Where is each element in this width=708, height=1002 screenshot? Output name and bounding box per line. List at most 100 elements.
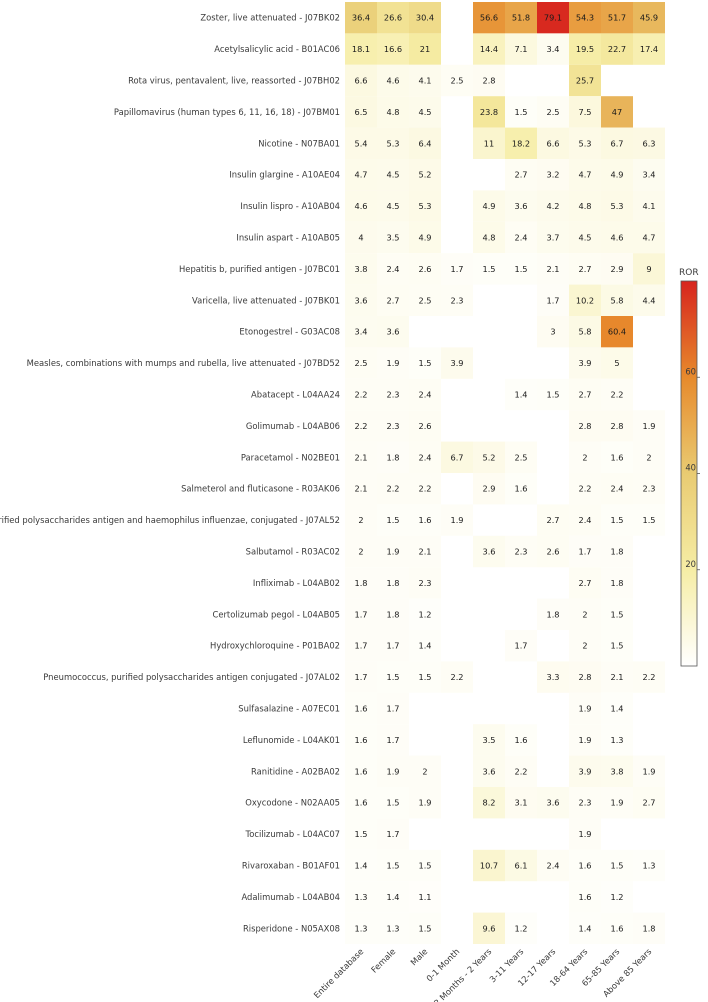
heatmap-cell [377, 755, 409, 787]
cell-value-label: 17.4 [640, 44, 658, 54]
cell-value-label: 1.9 [642, 766, 655, 776]
cell-value-label: 1.4 [418, 641, 431, 651]
heatmap-cell [505, 190, 537, 222]
row-label: Sulfasalazine - A07EC01 [238, 704, 340, 714]
heatmap-cell [569, 159, 601, 191]
cell-value-label: 2 [582, 452, 587, 462]
row-label: Papillomavirus (human types 6, 11, 16, 1… [114, 107, 340, 117]
heatmap-cell [409, 64, 441, 97]
heatmap-cell [569, 221, 601, 254]
cell-value-label: 2.1 [418, 547, 431, 557]
heatmap-cell [569, 473, 601, 505]
heatmap-cell [345, 755, 377, 787]
heatmap-cell [537, 661, 569, 693]
heatmap-cell [377, 378, 409, 411]
cell-value-label: 60.4 [608, 327, 626, 337]
cell-value-label: 1.8 [386, 578, 399, 588]
cell-value-label: 2.3 [386, 421, 399, 431]
heatmap-cell [409, 567, 441, 599]
heatmap-cell [409, 912, 441, 944]
heatmap-cell [601, 347, 633, 379]
cell-value-label: 6.7 [610, 138, 623, 148]
row-label: Hydroxychloroquine - P01BA02 [210, 641, 340, 651]
heatmap-cell [633, 2, 665, 34]
heatmap-cell [409, 410, 441, 442]
heatmap-cell [473, 724, 505, 756]
cell-value-label: 6.6 [354, 76, 367, 86]
cell-value-label: 3.8 [354, 264, 367, 274]
cell-value-label: 25.7 [576, 76, 594, 86]
cell-value-label: 1.3 [354, 892, 367, 902]
heatmap-cell [473, 473, 505, 505]
heatmap-cell [633, 755, 665, 787]
heatmap-cell [345, 504, 377, 536]
heatmap-cell [345, 724, 377, 756]
heatmap-cell [505, 253, 537, 285]
heatmap-cell [409, 630, 441, 662]
heatmap-cell [601, 504, 633, 536]
cell-value-label: 3.9 [578, 766, 591, 776]
heatmap-cell [569, 598, 601, 630]
heatmap-cell [377, 881, 409, 913]
heatmap-cell [569, 630, 601, 662]
cell-value-label: 2.3 [450, 295, 463, 305]
row-labels: Zoster, live attenuated - J07BK02 Acetyls… [0, 13, 340, 934]
cell-value-label: 1.6 [610, 452, 623, 462]
cell-value-label: 1.5 [418, 358, 431, 368]
cell-value-label: 3.4 [354, 327, 367, 337]
column-label: 2 Months - 2 Years [432, 946, 494, 1002]
heatmap-cell [569, 661, 601, 693]
cell-value-label: 1.9 [386, 547, 399, 557]
cell-value-label: 18.2 [512, 138, 530, 148]
cell-value-label: 2.3 [418, 578, 431, 588]
cell-value-label: 54.3 [576, 13, 594, 23]
cell-value-label: 1.5 [610, 861, 623, 871]
cell-value-label: 47 [612, 107, 622, 117]
cell-value-label: 23.8 [480, 107, 498, 117]
cell-value-label: 1.9 [642, 421, 655, 431]
heatmap-cell [377, 159, 409, 191]
cell-value-label: 1.7 [386, 829, 399, 839]
cell-value-label: 10.2 [576, 295, 594, 305]
heatmap-cell [633, 661, 665, 693]
cell-value-label: 6.1 [514, 861, 527, 871]
colorbar-tick-label: 20 [685, 559, 696, 569]
cell-value-label: 26.6 [384, 13, 402, 23]
cell-value-label: 45.9 [640, 13, 658, 23]
cell-value-label: 1.5 [386, 861, 399, 871]
heatmap-cell [473, 96, 505, 128]
heatmap-cell [633, 253, 665, 285]
cell-value-label: 2 [358, 515, 363, 525]
heatmap-cell [569, 2, 601, 34]
cell-value-label: 2.2 [354, 421, 367, 431]
heatmap-cell [345, 2, 377, 34]
heatmap-cell [569, 64, 601, 97]
cell-value-label: 4.5 [386, 170, 399, 180]
heatmap-cell [633, 33, 665, 65]
cell-value-label: 1.6 [578, 861, 591, 871]
heatmap-cell [537, 598, 569, 630]
cell-value-label: 5.3 [418, 201, 431, 211]
cell-value-label: 1.9 [578, 704, 591, 714]
heatmap-cells: 36.4 26.6 30.4 56.6 51.8 79.1 54.3 51.7 45.918.1… [345, 2, 665, 944]
heatmap-cell [505, 2, 537, 34]
heatmap-cell [377, 787, 409, 819]
heatmap-cell [505, 127, 537, 159]
heatmap-cell [505, 33, 537, 65]
heatmap-cell [409, 190, 441, 222]
heatmap-cell [537, 535, 569, 568]
heatmap-cell [633, 284, 665, 316]
cell-value-label: 36.4 [352, 13, 370, 23]
heatmap-cell [345, 849, 377, 882]
cell-value-label: 4.7 [354, 170, 367, 180]
cell-value-label: 4.6 [610, 233, 623, 243]
heatmap-cell [537, 849, 569, 882]
heatmap-cell [409, 127, 441, 159]
heatmap-cell [377, 284, 409, 316]
cell-value-label: 7.1 [514, 44, 527, 54]
cell-value-label: 2 [422, 766, 427, 776]
cell-value-label: 2.4 [578, 515, 591, 525]
cell-value-label: 6.6 [546, 138, 559, 148]
cell-value-label: 2.3 [386, 390, 399, 400]
